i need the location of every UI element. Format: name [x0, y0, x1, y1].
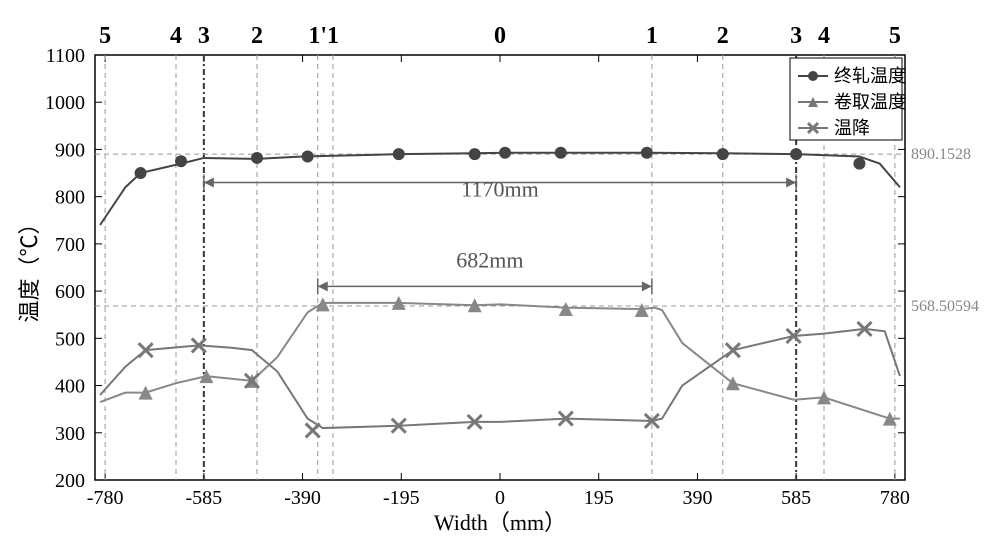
- x-tick-label: 390: [682, 487, 712, 509]
- y-tick-label: 600: [55, 281, 85, 303]
- x-tick-label: 585: [781, 487, 811, 509]
- top-position-label: 1': [308, 23, 327, 49]
- y-tick-label: 1000: [45, 92, 85, 114]
- y-axis-title: 温度（℃）: [17, 212, 42, 322]
- circle-marker: [499, 147, 511, 159]
- top-position-label: 0: [494, 23, 506, 49]
- x-tick-label: 195: [584, 487, 614, 509]
- circle-marker: [251, 152, 263, 164]
- y-tick-label: 1100: [46, 45, 85, 67]
- legend-label: 终轧温度: [834, 66, 906, 86]
- x-tick-label: 780: [880, 487, 910, 509]
- circle-marker: [302, 151, 314, 163]
- reference-value-label: 890.1528: [911, 146, 971, 163]
- legend-label: 卷取温度: [834, 92, 906, 112]
- y-tick-label: 700: [55, 234, 85, 256]
- dimension-annotation: 1170mm: [461, 177, 538, 202]
- y-tick-label: 900: [55, 139, 85, 161]
- x-tick-label: -195: [383, 487, 420, 509]
- top-position-label: 2: [251, 23, 263, 49]
- top-position-label: 3: [198, 23, 210, 49]
- y-tick-label: 200: [55, 470, 85, 492]
- top-position-label: 5: [99, 23, 111, 49]
- triangle-marker: [559, 302, 573, 316]
- x-tick-label: -390: [284, 487, 321, 509]
- x-tick-label: 0: [495, 487, 505, 509]
- y-tick-label: 800: [55, 187, 85, 209]
- circle-marker: [469, 148, 481, 160]
- circle-marker: [393, 148, 405, 160]
- y-tick-label: 500: [55, 328, 85, 350]
- x-tick-label: -780: [87, 487, 124, 509]
- top-position-label: 4: [170, 23, 182, 49]
- circle-marker: [641, 147, 653, 159]
- top-position-label: 4: [818, 23, 830, 49]
- x-axis-title: Width（mm）: [434, 510, 566, 535]
- temperature-width-chart: 20030040050060070080090010001100-780-585…: [0, 0, 1000, 546]
- series-line: [100, 303, 900, 419]
- top-position-label: 2: [717, 23, 729, 49]
- reference-value-label: 568.50594: [911, 298, 979, 315]
- legend-label: 温降: [834, 118, 870, 138]
- circle-marker: [175, 155, 187, 167]
- circle-marker: [808, 71, 818, 81]
- top-position-label: 3: [790, 23, 802, 49]
- top-position-label: 5: [889, 23, 901, 49]
- dimension-annotation: 682mm: [456, 248, 523, 273]
- triangle-marker: [635, 303, 649, 317]
- x-tick-label: -585: [186, 487, 223, 509]
- y-tick-label: 300: [55, 423, 85, 445]
- circle-marker: [717, 148, 729, 160]
- top-position-label: 1: [646, 23, 658, 49]
- circle-marker: [853, 158, 865, 170]
- circle-marker: [790, 148, 802, 160]
- y-tick-label: 400: [55, 376, 85, 398]
- circle-marker: [135, 167, 147, 179]
- circle-marker: [555, 147, 567, 159]
- top-position-label: 1: [327, 23, 339, 49]
